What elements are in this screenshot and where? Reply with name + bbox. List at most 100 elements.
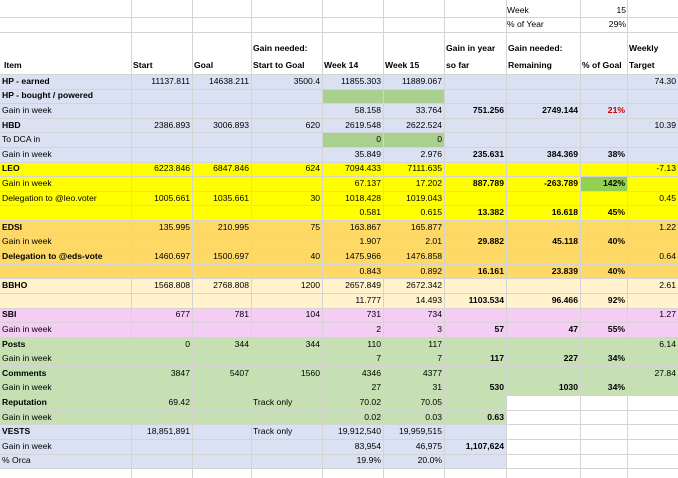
cell-gr: 384.369 bbox=[546, 148, 578, 159]
cell-item: HBD bbox=[2, 119, 21, 130]
cell-item: Delegation to @leo.voter bbox=[2, 192, 97, 203]
cell-w14: 1475.966 bbox=[345, 251, 381, 261]
grid-row-line bbox=[0, 395, 678, 396]
cell-w15: 117 bbox=[428, 338, 442, 349]
cell-gr: 23.839 bbox=[551, 265, 578, 276]
cell-item: SBI bbox=[2, 309, 17, 320]
grid-column-line bbox=[580, 0, 581, 478]
col-header-pct-goal: % of Goal bbox=[582, 60, 622, 70]
col-header-gain-rem-2: Remaining bbox=[508, 60, 552, 70]
cell-w14: 0.581 bbox=[359, 207, 381, 218]
cell-w14: 163.867 bbox=[349, 221, 381, 232]
col-header-gain-rem-1: Gain needed: bbox=[508, 43, 563, 53]
grid-row-line bbox=[0, 103, 678, 104]
cell-item: Comments bbox=[2, 367, 47, 378]
pct-year-value: 29% bbox=[608, 19, 626, 29]
cell-w15: 0.892 bbox=[420, 265, 442, 276]
cell-pct: 21% bbox=[607, 105, 625, 115]
cell-w14: 27 bbox=[371, 382, 381, 393]
cell-gy: 0.63 bbox=[487, 411, 504, 422]
cell-start: 6223.846 bbox=[154, 163, 190, 174]
grid-row-line bbox=[0, 278, 678, 279]
grid-column-line bbox=[192, 0, 193, 478]
cell-gy: 530 bbox=[489, 382, 504, 393]
cell-weekly: 1.22 bbox=[659, 221, 676, 232]
cell-item: Gain in week bbox=[2, 178, 52, 188]
cell-start: 3847 bbox=[170, 367, 190, 378]
cell-w15: 1019.043 bbox=[406, 192, 442, 203]
cell-pct: 34% bbox=[607, 353, 625, 364]
cell-w15: 70.05 bbox=[420, 397, 442, 407]
cell-w14: 7 bbox=[376, 353, 381, 364]
row-band bbox=[0, 395, 506, 425]
cell-gy: 887.789 bbox=[472, 178, 504, 188]
cell-w14: 19.9% bbox=[356, 455, 381, 466]
cell-pct: 38% bbox=[607, 148, 625, 159]
cell-w14: 11855.303 bbox=[341, 75, 381, 86]
cell-need-text: Track only bbox=[253, 426, 293, 437]
cell-w14: 110 bbox=[367, 338, 381, 349]
grid-column-line bbox=[131, 0, 132, 478]
cell-item: To DCA in bbox=[2, 134, 41, 145]
cell-weekly: 0.64 bbox=[659, 251, 676, 261]
cell-w14: 7094.433 bbox=[345, 163, 381, 174]
cell-pct: 40% bbox=[607, 265, 625, 276]
cell-gy: 57 bbox=[494, 324, 504, 334]
cell-w15: 0 bbox=[437, 134, 442, 145]
cell-w14: 0.843 bbox=[359, 265, 381, 276]
cell-need-text: Track only bbox=[253, 397, 293, 407]
pct-year-label: % of Year bbox=[507, 19, 544, 29]
cell-w14: 58.158 bbox=[354, 105, 381, 115]
cell-pct: 142% bbox=[603, 178, 625, 188]
cell-w15: 31 bbox=[432, 382, 442, 393]
cell-item: Gain in week bbox=[2, 148, 52, 159]
cell-start: 2386.893 bbox=[154, 119, 190, 130]
cell-w15: 11889.067 bbox=[402, 75, 442, 86]
cell-gy: 1103.534 bbox=[468, 294, 504, 305]
cell-gr: 16.618 bbox=[551, 207, 578, 218]
col-header-start: Start bbox=[133, 60, 153, 70]
cell-w14: 4346 bbox=[361, 367, 381, 378]
cell-gy: 117 bbox=[490, 353, 504, 364]
cell-item: Gain in week bbox=[2, 236, 52, 247]
grid-row-line bbox=[0, 132, 678, 133]
grid-row-line bbox=[0, 468, 678, 469]
cell-goal: 781 bbox=[234, 309, 249, 320]
cell-w14: 19,912,540 bbox=[337, 426, 381, 437]
cell-w15: 2.976 bbox=[420, 148, 442, 159]
cell-weekly: 74.30 bbox=[654, 75, 676, 86]
cell-w15: 19,959,515 bbox=[398, 426, 442, 437]
cell-need: 40 bbox=[310, 251, 320, 261]
cell-w14: 0.02 bbox=[364, 411, 381, 422]
cell-item: Gain in week bbox=[2, 105, 52, 115]
cell-w15: 20.0% bbox=[417, 455, 442, 466]
cell-item: HP - earned bbox=[2, 75, 50, 86]
cell-pct: 92% bbox=[607, 294, 625, 305]
cell-w15: 14.493 bbox=[415, 294, 442, 305]
cell-gy: 29.882 bbox=[477, 236, 504, 247]
cell-gr: 96.466 bbox=[551, 294, 578, 305]
cell-w15: 46,975 bbox=[415, 440, 442, 451]
cell-pct: 45% bbox=[607, 207, 625, 218]
grid-row-line bbox=[0, 351, 678, 352]
cell-item: Gain in week bbox=[2, 324, 52, 334]
cell-goal: 1500.697 bbox=[213, 251, 249, 261]
cell-need: 620 bbox=[305, 119, 320, 130]
cell-weekly: 10.39 bbox=[654, 119, 676, 130]
cell-goal: 14638.211 bbox=[209, 75, 249, 86]
col-header-week14: Week 14 bbox=[324, 60, 359, 70]
cell-pct: 34% bbox=[607, 382, 625, 393]
cell-item: LEO bbox=[2, 163, 20, 174]
cell-item: Gain in week bbox=[2, 411, 52, 422]
cell-w14: 70.02 bbox=[359, 397, 381, 407]
col-header-week15: Week 15 bbox=[385, 60, 420, 70]
cell-need: 75 bbox=[310, 221, 320, 232]
cell-start: 1005.661 bbox=[154, 192, 190, 203]
grid-row-line bbox=[0, 147, 678, 148]
grid-column-line bbox=[444, 0, 445, 478]
grid-column-line bbox=[251, 0, 252, 478]
cell-w15: 4377 bbox=[422, 367, 442, 378]
col-header-gain-needed-1: Gain needed: bbox=[253, 43, 308, 53]
cell-w15: 2.01 bbox=[425, 236, 442, 247]
